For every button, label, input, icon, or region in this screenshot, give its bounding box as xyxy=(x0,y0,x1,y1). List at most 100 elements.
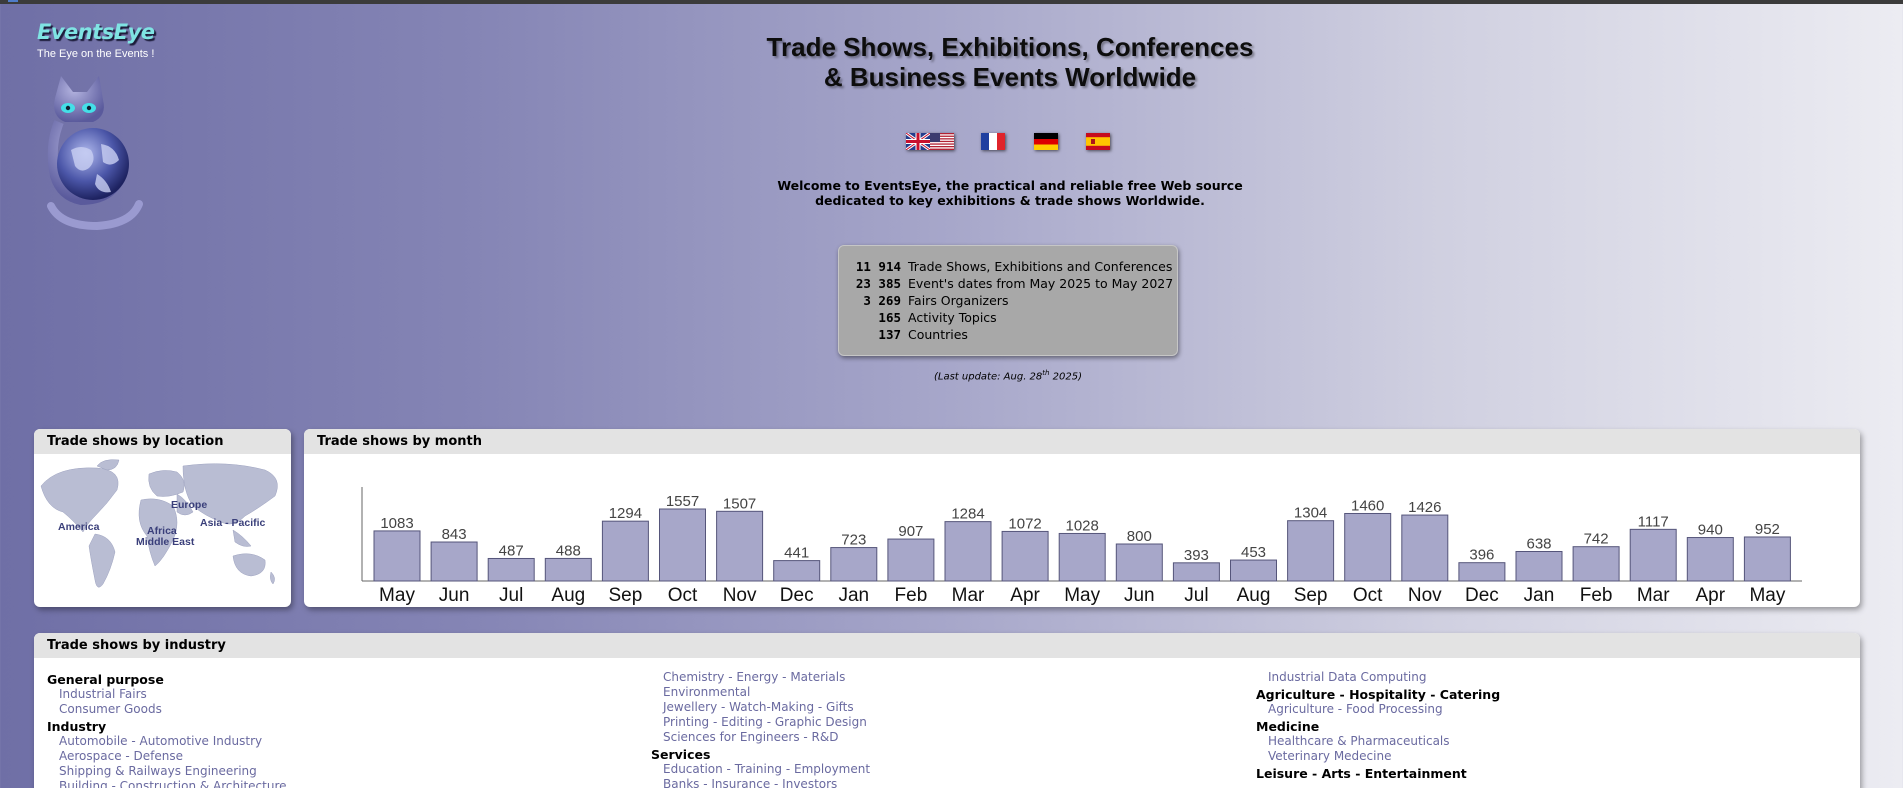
bar-feb-9[interactable] xyxy=(887,538,935,582)
industry-link[interactable]: Chemistry - Energy - Materials xyxy=(663,670,846,684)
bar-value-label[interactable]: 1460 xyxy=(1351,497,1384,514)
bar-value-label[interactable]: 1028 xyxy=(1066,517,1099,534)
bar-value-label[interactable]: 1072 xyxy=(1008,515,1041,532)
bar-value-label[interactable]: 1083 xyxy=(380,515,413,532)
industry-category-heading: Industry xyxy=(47,719,107,734)
bar-oct-5[interactable] xyxy=(659,508,706,582)
bar-may-12[interactable] xyxy=(1058,532,1106,582)
bar-value-label[interactable]: 723 xyxy=(841,532,866,549)
month-tick-label: Feb xyxy=(1580,585,1613,606)
bar-value-label[interactable]: 1117 xyxy=(1638,513,1669,530)
bar-value-label[interactable]: 1294 xyxy=(609,505,642,522)
industry-link[interactable]: Shipping & Railways Engineering xyxy=(59,764,257,778)
uk-us-flag-icon[interactable] xyxy=(906,133,954,150)
logo-tagline: The Eye on the Events ! xyxy=(37,48,155,60)
industry-link[interactable]: Veterinary Medecine xyxy=(1268,749,1392,763)
bar-value-label[interactable]: 843 xyxy=(442,526,467,543)
month-tick-label: Aug xyxy=(551,585,585,606)
industry-link[interactable]: Industrial Data Computing xyxy=(1268,670,1427,684)
bar-jun-13[interactable] xyxy=(1115,543,1163,582)
bar-value-label[interactable]: 1426 xyxy=(1408,499,1441,516)
month-bar-chart: 1083 May 843 Jun 487 Jul 488 Aug 1294 Sep 1557 Oct 1… xyxy=(361,487,1802,606)
bar-value-label[interactable]: 1284 xyxy=(951,506,984,523)
region-asia-pacific-link[interactable]: Asia - Pacific xyxy=(200,517,266,529)
bar-value-label[interactable]: 952 xyxy=(1755,521,1780,538)
bar-nov-6[interactable] xyxy=(716,510,764,582)
bar-value-label[interactable]: 1507 xyxy=(723,495,756,512)
bar-value-label[interactable]: 940 xyxy=(1698,522,1723,539)
bar-jan-8[interactable] xyxy=(830,547,878,582)
bar-mar-10[interactable] xyxy=(944,521,992,582)
bar-aug-15[interactable] xyxy=(1230,559,1277,582)
bar-dec-7[interactable] xyxy=(773,560,821,582)
bar-value-label[interactable]: 638 xyxy=(1526,535,1551,552)
industry-link[interactable]: Environmental xyxy=(663,685,751,699)
bar-oct-17[interactable] xyxy=(1344,512,1392,582)
stat-label: Fairs Organizers xyxy=(908,293,1009,308)
bar-value-label[interactable]: 453 xyxy=(1241,544,1266,561)
world-map-icon[interactable] xyxy=(37,456,288,601)
industry-link[interactable]: Banks - Insurance - Investors xyxy=(663,777,838,788)
site-logo[interactable]: EventsEye The Eye on the Events ! xyxy=(37,20,167,231)
region-africa-link[interactable]: Africa xyxy=(147,525,177,537)
month-tick-label: Apr xyxy=(1010,585,1040,606)
month-tick-label: Oct xyxy=(668,585,698,606)
france-flag-icon[interactable] xyxy=(981,133,1005,150)
industry-link[interactable]: Automobile - Automotive Industry xyxy=(59,734,263,748)
stat-label: Activity Topics xyxy=(908,310,997,325)
industry-link[interactable]: Printing - Editing - Graphic Design xyxy=(663,715,867,729)
bar-jun-1[interactable] xyxy=(430,541,478,582)
bar-dec-19[interactable] xyxy=(1458,562,1506,582)
industry-link[interactable]: Sciences for Engineers - R&D xyxy=(663,730,839,744)
bar-mar-22[interactable] xyxy=(1629,528,1677,582)
industry-link[interactable]: Education - Training - Employment xyxy=(663,762,871,776)
industry-category-heading: Agriculture - Hospitality - Catering xyxy=(1256,687,1501,702)
month-tick-label: Nov xyxy=(1408,585,1442,606)
spain-flag-icon[interactable] xyxy=(1086,133,1110,150)
bar-jan-20[interactable] xyxy=(1515,550,1563,582)
industry-link[interactable]: Healthcare & Pharmaceuticals xyxy=(1268,734,1450,748)
bar-sep-16[interactable] xyxy=(1287,520,1335,582)
region-europe-link[interactable]: Europe xyxy=(171,499,208,511)
bar-value-label[interactable]: 742 xyxy=(1584,531,1609,548)
bar-value-label[interactable]: 1557 xyxy=(666,493,699,510)
industry-link[interactable]: Consumer Goods xyxy=(59,702,162,716)
bar-apr-11[interactable] xyxy=(1001,530,1049,582)
bar-value-label[interactable]: 1304 xyxy=(1294,505,1327,522)
bar-jul-14[interactable] xyxy=(1172,562,1220,582)
stat-label: Trade Shows, Exhibitions and Conferences xyxy=(908,259,1173,274)
bar-value-label[interactable]: 488 xyxy=(556,542,581,559)
bar-value-label[interactable]: 441 xyxy=(784,545,809,562)
industry-link[interactable]: Aerospace - Defense xyxy=(59,749,184,763)
region-america-link[interactable]: America xyxy=(58,521,100,533)
bar-value-label[interactable]: 487 xyxy=(499,542,524,559)
industry-column-3: Industrial Data Computing Agriculture - H… xyxy=(1256,670,1816,781)
industry-link[interactable]: Industrial Fairs xyxy=(59,687,147,701)
month-tick-label: Mar xyxy=(952,585,985,606)
logo-title[interactable]: EventsEye xyxy=(37,20,155,44)
region-middle-east-link[interactable]: Middle East xyxy=(136,536,195,548)
bar-apr-23[interactable] xyxy=(1686,537,1734,582)
bar-value-label[interactable]: 800 xyxy=(1127,528,1152,545)
industry-link[interactable]: Building - Construction & Architecture xyxy=(59,779,287,788)
bar-nov-18[interactable] xyxy=(1401,514,1449,582)
bar-value-label[interactable]: 907 xyxy=(898,523,923,540)
industry-panel-title: Trade shows by industry xyxy=(34,633,1860,658)
germany-flag-icon[interactable] xyxy=(1034,133,1058,150)
stats-box: 11 914 Trade Shows, Exhibitions and Confe… xyxy=(838,245,1178,356)
industry-link[interactable]: Agriculture - Food Processing xyxy=(1268,702,1443,716)
bar-value-label[interactable]: 396 xyxy=(1469,547,1494,564)
bar-value-label[interactable]: 393 xyxy=(1184,547,1209,564)
bar-feb-21[interactable] xyxy=(1572,546,1620,582)
month-tick-label: Oct xyxy=(1353,585,1383,606)
month-tick-label: Feb xyxy=(895,585,928,606)
bar-aug-3[interactable] xyxy=(544,557,592,582)
bar-may-0[interactable] xyxy=(373,530,421,582)
month-tick-label: Jul xyxy=(1184,585,1208,606)
bar-jul-2[interactable] xyxy=(487,557,535,582)
bar-may-24[interactable] xyxy=(1743,536,1791,582)
month-tick-label: Jan xyxy=(838,585,869,606)
industry-link[interactable]: Jewellery - Watch-Making - Gifts xyxy=(663,700,854,714)
industry-panel: Trade shows by industry General purpose I… xyxy=(34,633,1860,788)
bar-sep-4[interactable] xyxy=(601,520,649,582)
